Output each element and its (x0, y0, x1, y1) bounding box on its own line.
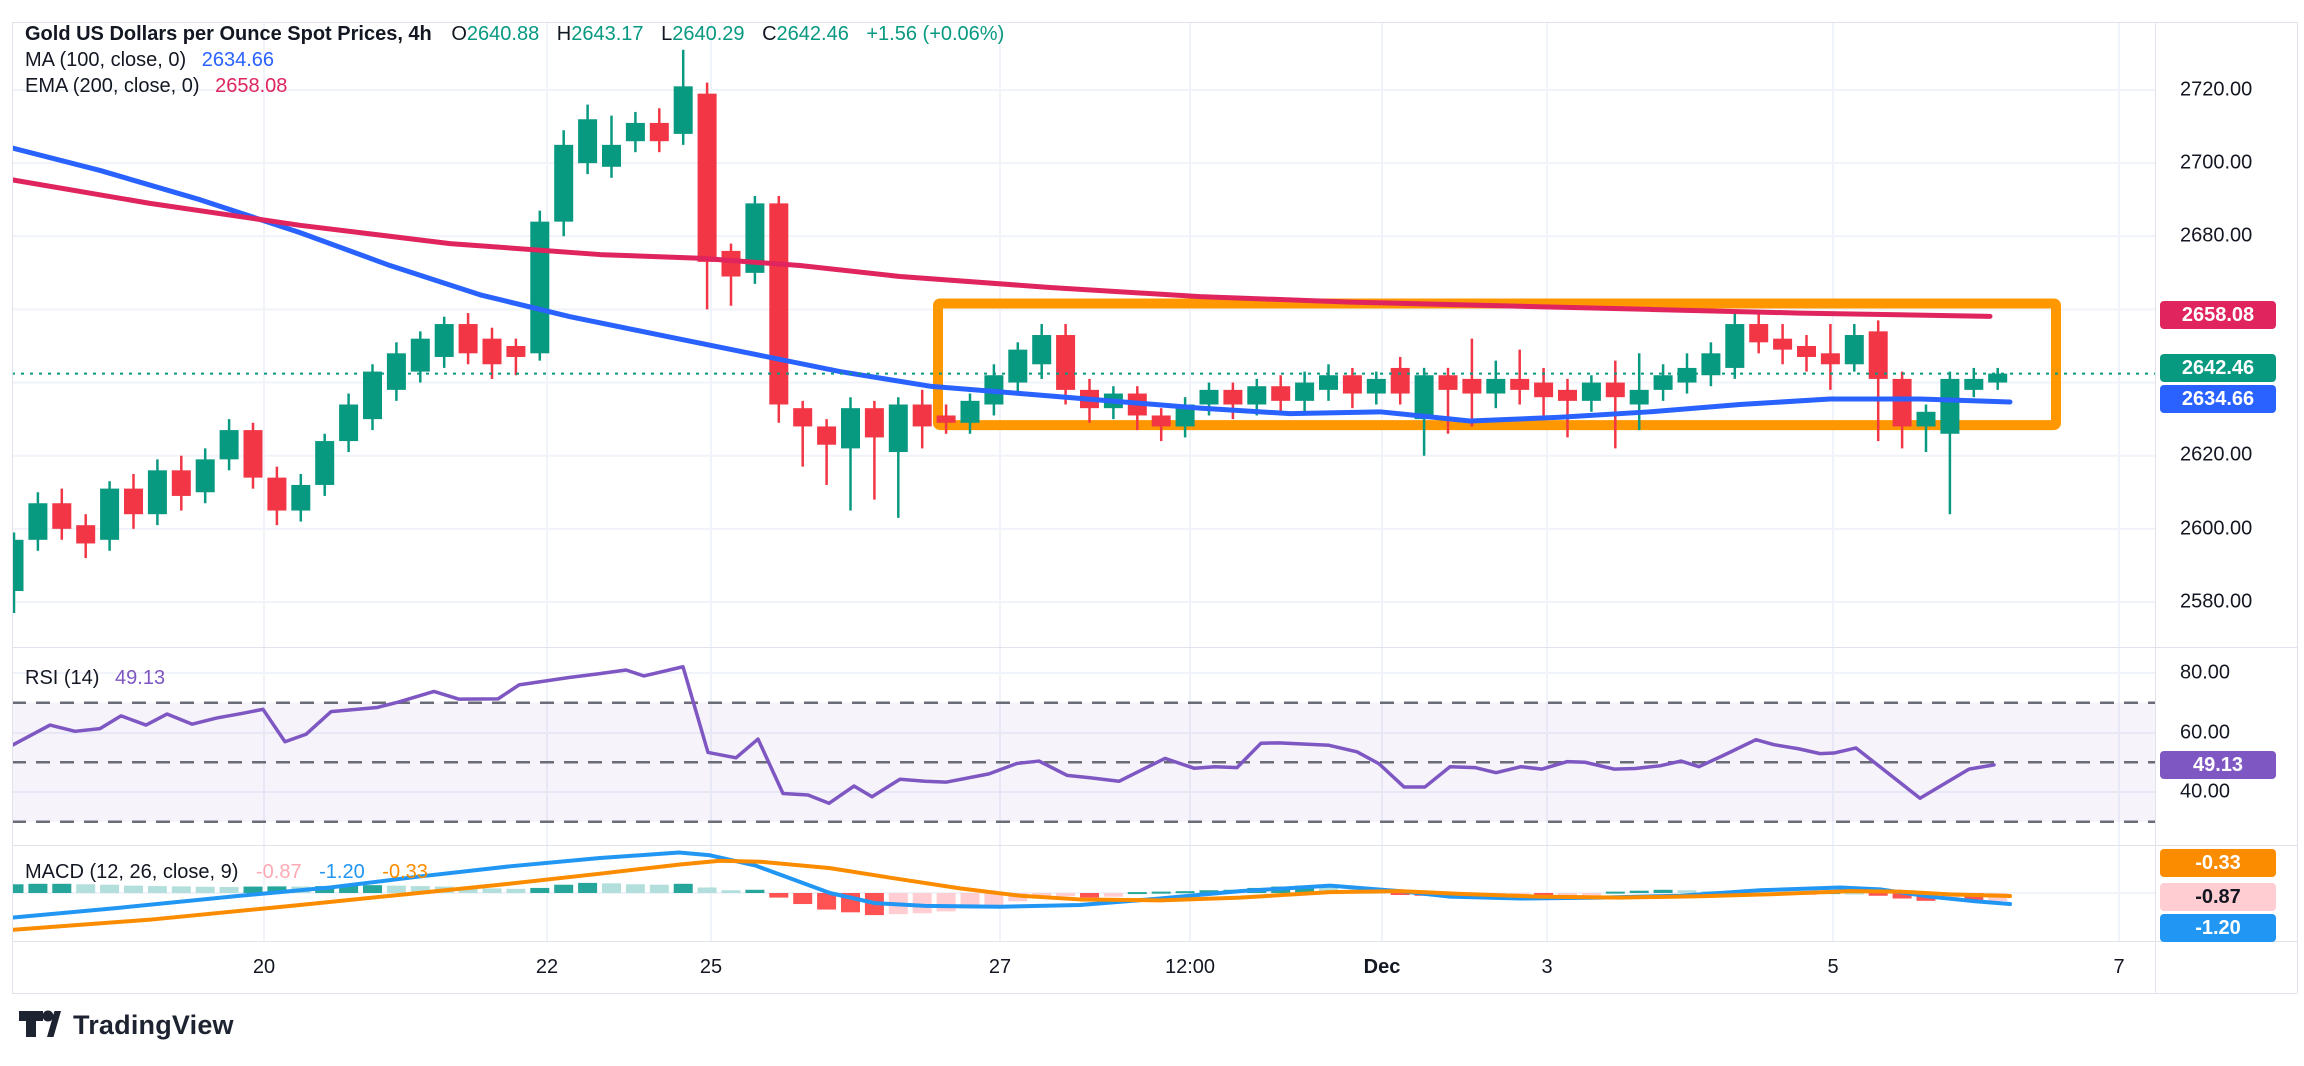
price-badge: 2658.08 (2160, 301, 2276, 329)
macd-legend-row[interactable]: MACD (12, 26, close, 9) -0.87 -1.20 -0.3… (25, 858, 428, 886)
macd-hist-value: -0.87 (255, 861, 302, 883)
tradingview-logo[interactable]: TradingView (18, 1005, 234, 1045)
rsi-axis-tick: 80.00 (2180, 661, 2231, 684)
macd-badge: -0.87 (2160, 883, 2276, 911)
rsi-badge: 49.13 (2160, 751, 2276, 779)
price-axis-tick: 2720.00 (2180, 78, 2253, 101)
ohlc-low: L2640.29 (661, 23, 745, 45)
rsi-value: 49.13 (115, 667, 166, 689)
price-axis-tick: 2620.00 (2180, 443, 2253, 466)
tradingview-logo-text: TradingView (73, 1009, 234, 1040)
ma-legend-row[interactable]: MA (100, close, 0) 2634.66 (25, 46, 274, 74)
time-axis-tick: 3 (1541, 956, 1553, 978)
price-badge: 2634.66 (2160, 385, 2276, 413)
macd-label: MACD (12, 26, close, 9) (25, 861, 239, 883)
chart-right-border (2297, 22, 2298, 993)
rsi-axis-tick: 60.00 (2180, 721, 2231, 744)
ma-value: 2634.66 (201, 49, 275, 71)
chart-bottom-border (12, 993, 2297, 994)
chart-left-border (12, 22, 13, 993)
ema-value: 2658.08 (215, 75, 288, 97)
ema-label: EMA (200, close, 0) (25, 75, 200, 97)
price-badge: 2642.46 (2160, 354, 2276, 382)
price-axis-tick: 2680.00 (2180, 224, 2253, 247)
price-axis-tick: 2700.00 (2180, 151, 2253, 174)
rsi-legend-row[interactable]: RSI (14) 49.13 (25, 664, 165, 692)
ohlc-high: H2643.17 (556, 23, 644, 45)
symbol-title: Gold US Dollars per Ounce Spot Prices, 4… (25, 23, 432, 45)
macd-signal-value: -0.33 (382, 861, 428, 883)
price-axis-tick: 2580.00 (2180, 590, 2253, 613)
time-axis-tick: 20 (252, 956, 276, 978)
price-change: +1.56 (+0.06%) (866, 23, 1005, 45)
ohlc-close: C2642.46 (762, 23, 849, 45)
time-axis-tick: 12:00 (1164, 956, 1216, 978)
price-axis-tick: 2600.00 (2180, 517, 2253, 540)
rsi-label: RSI (14) (25, 667, 100, 689)
rsi-macd-separator[interactable] (12, 845, 2297, 846)
tradingview-logo-icon (19, 1010, 61, 1037)
symbol-legend-row[interactable]: Gold US Dollars per Ounce Spot Prices, 4… (25, 20, 1004, 48)
macd-line-value: -1.20 (319, 861, 365, 883)
macd-badge: -0.33 (2160, 849, 2276, 877)
time-axis-tick: Dec (1363, 956, 1401, 978)
time-axis-tick: 5 (1827, 956, 1839, 978)
macd-badge: -1.20 (2160, 914, 2276, 942)
ma-label: MA (100, close, 0) (25, 49, 187, 71)
price-axis-separator[interactable] (2155, 22, 2156, 993)
time-axis-separator (12, 941, 2297, 942)
chart-top-border (12, 22, 2297, 23)
rsi-axis-tick: 40.00 (2180, 780, 2231, 803)
time-axis-tick: 7 (2113, 956, 2125, 978)
price-rsi-separator[interactable] (12, 647, 2297, 648)
time-axis-tick: 22 (535, 956, 559, 978)
time-axis-tick: 27 (988, 956, 1012, 978)
ema-legend-row[interactable]: EMA (200, close, 0) 2658.08 (25, 72, 287, 100)
ohlc-open: O2640.88 (451, 23, 540, 45)
time-axis-tick: 25 (699, 956, 723, 978)
